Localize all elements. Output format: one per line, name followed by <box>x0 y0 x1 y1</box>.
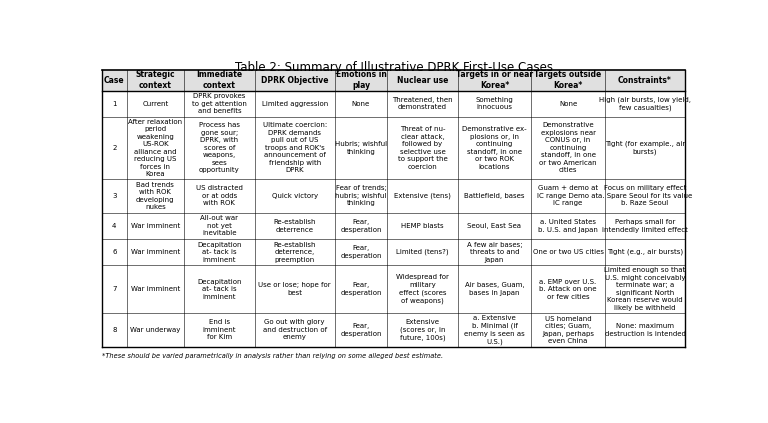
Bar <box>102 313 685 346</box>
Bar <box>102 117 685 179</box>
Text: Something
innocuous: Something innocuous <box>475 97 513 110</box>
Text: Nuclear use: Nuclear use <box>397 76 448 85</box>
Text: Re-establish
deterrence,
preemption: Re-establish deterrence, preemption <box>273 242 316 263</box>
Text: Perhaps small for
intendedly limited effect: Perhaps small for intendedly limited eff… <box>602 219 688 233</box>
Text: Extensive
(scores or, in
future, 100s): Extensive (scores or, in future, 100s) <box>399 319 445 341</box>
Text: Fear,
desperation: Fear, desperation <box>340 245 382 259</box>
Text: 6: 6 <box>112 249 117 255</box>
Text: Targets in or near
Korea*: Targets in or near Korea* <box>456 70 533 91</box>
Text: 8: 8 <box>112 327 117 333</box>
Text: a. United States
b. U.S. and Japan: a. United States b. U.S. and Japan <box>538 219 598 233</box>
Text: Targets outside
Korea*: Targets outside Korea* <box>535 70 602 91</box>
Text: War imminent: War imminent <box>131 223 180 229</box>
Text: End is
imminent
for Kim: End is imminent for Kim <box>203 319 236 341</box>
Text: a. Extensive
b. Minimal (if
enemy is seen as
U.S.): a. Extensive b. Minimal (if enemy is see… <box>464 315 525 345</box>
Text: DPRK provokes
to get attention
and benefits: DPRK provokes to get attention and benef… <box>192 93 247 114</box>
Text: 4: 4 <box>112 223 117 229</box>
Text: Battlefield, bases: Battlefield, bases <box>464 193 525 199</box>
Text: Guam + demo at
IC range Demo at
IC range: Guam + demo at IC range Demo at IC range <box>538 185 599 206</box>
Text: Widespread for
military
effect (scores
of weapons): Widespread for military effect (scores o… <box>396 275 449 304</box>
Text: Ultimate coercion:
DPRK demands
pull out of US
troops and ROK's
announcement of
: Ultimate coercion: DPRK demands pull out… <box>263 123 326 173</box>
Text: Limited aggression: Limited aggression <box>262 101 328 107</box>
Text: Table 2: Summary of Illustrative DPRK First-Use Cases: Table 2: Summary of Illustrative DPRK Fi… <box>234 61 553 74</box>
Text: Tight (for example., air
bursts): Tight (for example., air bursts) <box>605 141 685 155</box>
Bar <box>102 265 685 313</box>
Text: Limited (tens?): Limited (tens?) <box>396 249 449 255</box>
Text: Bad trends
with ROK
developing
nukes: Bad trends with ROK developing nukes <box>136 181 174 210</box>
Text: None: maximum
destruction is intended: None: maximum destruction is intended <box>604 323 685 337</box>
Text: War imminent: War imminent <box>131 286 180 292</box>
Text: Go out with glory
and destruction of
enemy: Go out with glory and destruction of ene… <box>263 319 326 341</box>
Text: Fear,
desperation: Fear, desperation <box>340 323 382 337</box>
Text: Threat of nu-
clear attack,
followed by
selective use
to support the
coercion: Threat of nu- clear attack, followed by … <box>398 126 447 170</box>
Text: Hubris; wishful
thinking: Hubris; wishful thinking <box>335 141 387 155</box>
Text: Fear of trends;
hubris; wishful
thinking: Fear of trends; hubris; wishful thinking <box>336 185 386 206</box>
Text: Tight (e.g., air bursts): Tight (e.g., air bursts) <box>607 249 683 255</box>
Text: Extensive (tens): Extensive (tens) <box>394 192 451 199</box>
Text: Demonstrative ex-
plosions or, in
continuing
standoff, in one
or two ROK
locatio: Demonstrative ex- plosions or, in contin… <box>462 126 527 170</box>
Bar <box>102 70 685 91</box>
Text: Case: Case <box>104 76 124 85</box>
Text: Constraints*: Constraints* <box>618 76 672 85</box>
Text: Decapitation
at- tack is
imminent: Decapitation at- tack is imminent <box>197 279 242 299</box>
Text: Focus on military effect
a. Spare Seoul for its value
b. Raze Seoul: Focus on military effect a. Spare Seoul … <box>598 185 692 206</box>
Text: Fear,
desperation: Fear, desperation <box>340 283 382 296</box>
Text: Fear,
desperation: Fear, desperation <box>340 219 382 233</box>
Text: A few air bases;
threats to and
Japan: A few air bases; threats to and Japan <box>467 242 522 263</box>
Text: 2: 2 <box>112 145 117 151</box>
Text: War imminent: War imminent <box>131 249 180 255</box>
Text: Quick victory: Quick victory <box>272 193 318 199</box>
Text: Strategic
context: Strategic context <box>135 70 175 91</box>
Text: Immediate
context: Immediate context <box>197 70 243 91</box>
Text: High (air bursts, low yield,
few casualties): High (air bursts, low yield, few casualt… <box>599 96 691 111</box>
Text: Decapitation
at- tack is
imminent: Decapitation at- tack is imminent <box>197 242 242 263</box>
Text: All-out war
not yet
inevitable: All-out war not yet inevitable <box>200 215 238 236</box>
Text: Process has
gone sour;
DPRK, with
scores of
weapons,
sees
opportunity: Process has gone sour; DPRK, with scores… <box>199 123 240 173</box>
Bar <box>102 213 685 239</box>
Text: Re-establish
deterrence: Re-establish deterrence <box>273 219 316 233</box>
Text: Limited enough so that
U.S. might conceivably
terminate war; a
significant North: Limited enough so that U.S. might concei… <box>604 267 686 311</box>
Text: Use or lose; hope for
best: Use or lose; hope for best <box>258 283 331 296</box>
Text: US distracted
or at odds
with ROK: US distracted or at odds with ROK <box>196 185 243 206</box>
Text: None: None <box>352 101 370 107</box>
Text: *These should be varied parametrically in analysis rather than relying on some a: *These should be varied parametrically i… <box>102 353 443 359</box>
Bar <box>102 179 685 213</box>
Text: 7: 7 <box>112 286 117 292</box>
Text: Emotions in
play: Emotions in play <box>336 70 386 91</box>
Text: After relaxation
period
weakening
US-ROK
alliance and
reducing US
forces in
Kore: After relaxation period weakening US-ROK… <box>128 119 183 177</box>
Text: 1: 1 <box>112 101 117 107</box>
Bar <box>102 239 685 265</box>
Text: Current: Current <box>142 101 168 107</box>
Text: Air bases, Guam,
bases in Japan: Air bases, Guam, bases in Japan <box>465 283 525 296</box>
Text: HEMP blasts: HEMP blasts <box>401 223 444 229</box>
Text: One or two US cities: One or two US cities <box>533 249 604 255</box>
Bar <box>102 91 685 117</box>
Text: War underway: War underway <box>130 327 180 333</box>
Text: DPRK Objective: DPRK Objective <box>261 76 329 85</box>
Text: Demonstrative
explosions near
CONUS or, in
continuing
standoff, in one
or two Am: Demonstrative explosions near CONUS or, … <box>539 123 597 173</box>
Text: 3: 3 <box>112 193 117 199</box>
Text: Threatened, then
demonstrated: Threatened, then demonstrated <box>392 97 452 110</box>
Text: a. EMP over U.S.
b. Attack on one
or few cities: a. EMP over U.S. b. Attack on one or few… <box>539 279 597 299</box>
Text: Seoul, East Sea: Seoul, East Sea <box>468 223 521 229</box>
Text: US homeland
cities; Guam,
Japan, perhaps
even China: US homeland cities; Guam, Japan, perhaps… <box>542 316 594 344</box>
Text: None: None <box>559 101 578 107</box>
